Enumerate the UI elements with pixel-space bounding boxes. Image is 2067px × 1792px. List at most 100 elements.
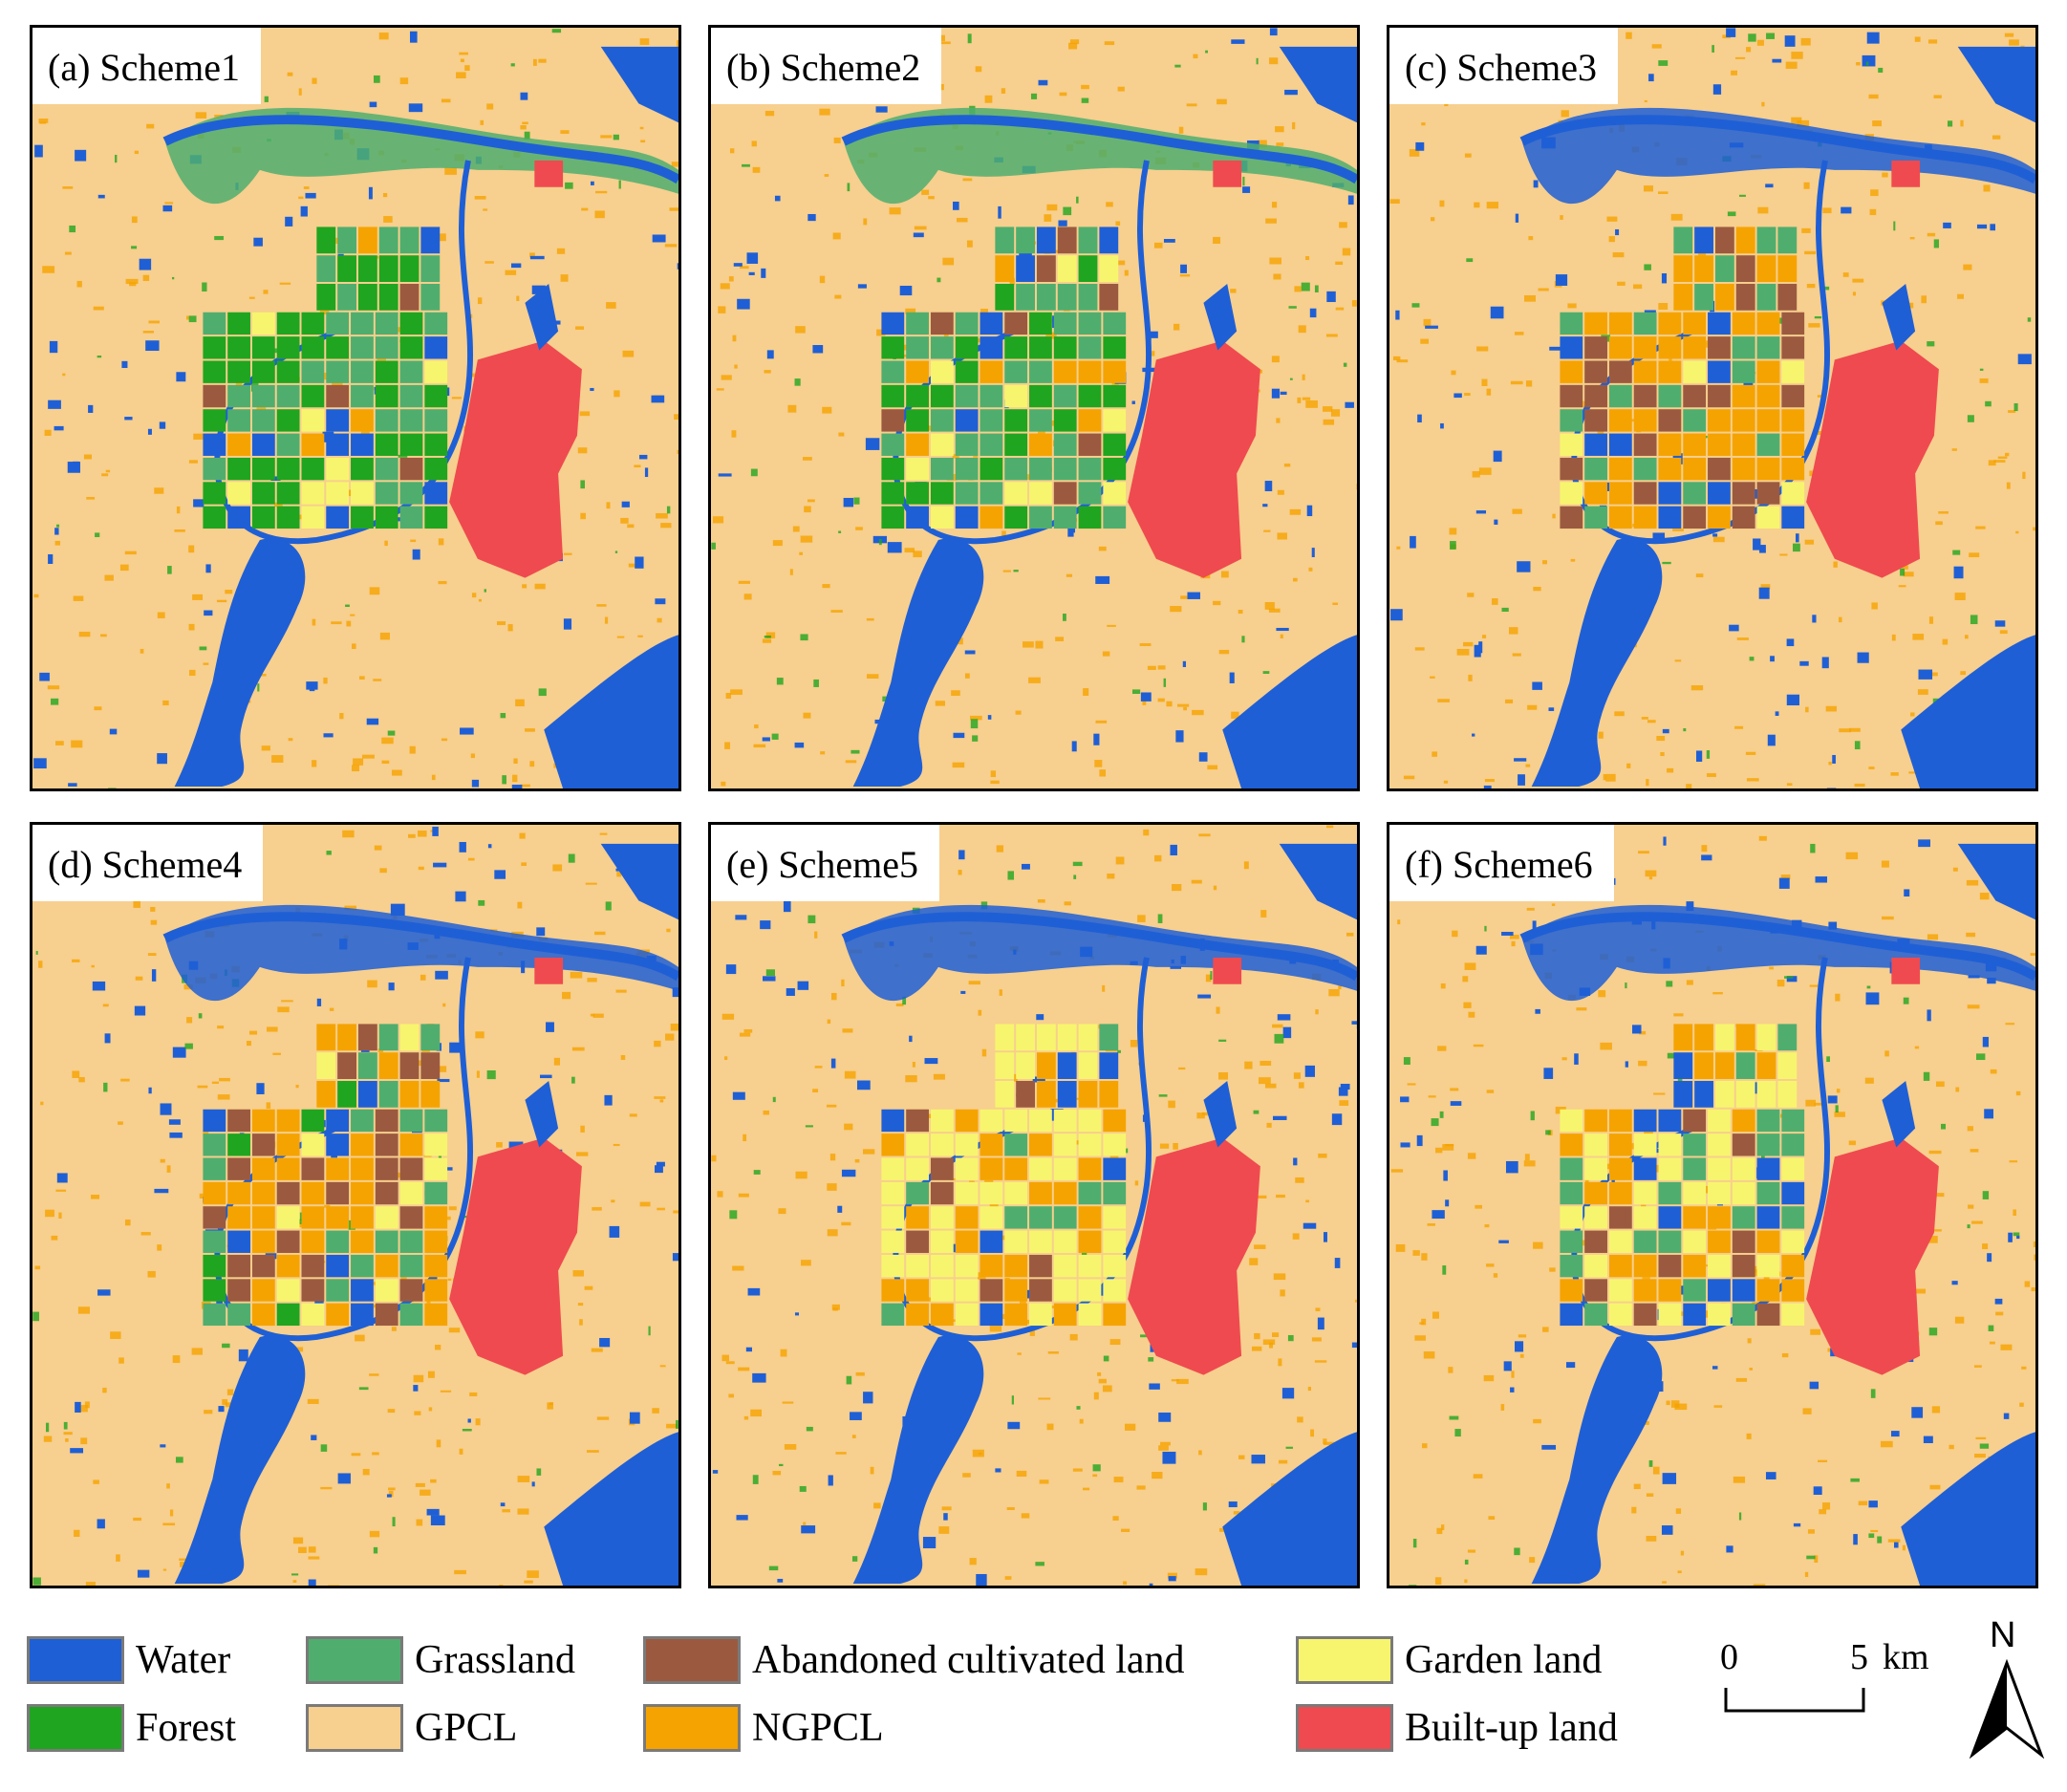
forest-speckle — [184, 1043, 193, 1049]
land-parcel — [1781, 1230, 1805, 1253]
ngpcl-speckle — [1102, 984, 1106, 992]
ngpcl-speckle — [1605, 773, 1616, 782]
ngpcl-speckle — [1819, 1509, 1827, 1515]
land-parcel — [1658, 1230, 1682, 1253]
ngpcl-speckle — [1951, 448, 1957, 451]
legend-label: Abandoned cultivated land — [752, 1638, 1185, 1682]
land-parcel — [1608, 1133, 1632, 1156]
land-parcel — [1608, 360, 1632, 383]
land-parcel — [1683, 1303, 1707, 1327]
land-parcel — [1029, 1109, 1052, 1133]
land-parcel — [955, 336, 979, 359]
ngpcl-speckle — [1935, 521, 1943, 526]
forest-speckle — [1739, 194, 1746, 197]
ngpcl-speckle — [1695, 573, 1704, 578]
ngpcl-speckle — [1414, 1335, 1426, 1341]
ngpcl-speckle — [522, 121, 528, 125]
ngpcl-speckle — [1646, 1536, 1657, 1542]
ngpcl-speckle — [914, 226, 927, 230]
land-parcel — [1584, 1109, 1607, 1133]
land-parcel — [301, 457, 325, 481]
ngpcl-speckle — [1271, 1332, 1280, 1337]
water-patch — [413, 1385, 419, 1392]
water-patch — [655, 1165, 663, 1174]
forest-speckle — [765, 969, 775, 977]
land-parcel — [930, 1206, 954, 1229]
ngpcl-speckle — [1124, 1423, 1136, 1431]
land-parcel — [1633, 1181, 1657, 1205]
ngpcl-speckle — [1213, 885, 1217, 891]
land-parcel — [1633, 482, 1657, 505]
land-parcel — [251, 336, 275, 359]
forest-speckle — [172, 276, 175, 280]
land-parcel — [1608, 1303, 1632, 1327]
water-patch — [1093, 733, 1100, 745]
land-parcel — [1053, 433, 1077, 456]
water-corner — [600, 46, 678, 123]
ngpcl-speckle — [1192, 709, 1204, 716]
ngpcl-speckle — [591, 1348, 603, 1352]
ngpcl-speckle — [1525, 380, 1533, 387]
ngpcl-speckle — [606, 302, 616, 309]
land-parcel — [1004, 1303, 1028, 1327]
water-patch — [1815, 876, 1828, 883]
ngpcl-speckle — [831, 992, 837, 1001]
land-parcel — [1584, 1157, 1607, 1180]
land-parcel — [1560, 1279, 1583, 1302]
ngpcl-speckle — [372, 1452, 379, 1456]
land-parcel — [276, 312, 300, 335]
built-up-patch — [1213, 160, 1242, 187]
ngpcl-speckle — [517, 901, 523, 909]
water-patch — [774, 195, 781, 202]
ngpcl-speckle — [222, 1399, 228, 1406]
ngpcl-speckle — [267, 1026, 278, 1032]
ngpcl-speckle — [789, 569, 793, 575]
ngpcl-speckle — [475, 1031, 484, 1039]
land-parcel — [1103, 1133, 1127, 1156]
land-parcel — [1078, 1024, 1098, 1051]
ngpcl-speckle — [1396, 546, 1401, 550]
ngpcl-speckle — [1158, 1445, 1169, 1451]
ngpcl-speckle — [298, 88, 302, 96]
ngpcl-speckle — [938, 41, 951, 45]
forest-speckle — [1103, 1355, 1109, 1362]
land-parcel — [1714, 1052, 1734, 1079]
water-patch — [1058, 220, 1067, 227]
ngpcl-speckle — [1277, 532, 1287, 540]
land-parcel — [1103, 506, 1127, 529]
ngpcl-speckle — [933, 1073, 945, 1080]
land-parcel — [301, 1254, 325, 1278]
land-parcel — [1708, 1254, 1731, 1278]
land-parcel — [1029, 433, 1052, 456]
land-parcel — [399, 1254, 423, 1278]
ngpcl-speckle — [1672, 529, 1684, 531]
ngpcl-speckle — [1644, 185, 1653, 192]
land-parcel — [995, 255, 1015, 282]
land-parcel — [1756, 409, 1780, 432]
ngpcl-speckle — [600, 135, 613, 139]
ngpcl-speckle — [800, 535, 813, 543]
ngpcl-speckle — [657, 617, 662, 623]
water-patch — [1894, 1542, 1899, 1548]
ngpcl-speckle — [110, 1331, 121, 1339]
land-parcel — [1708, 1303, 1731, 1327]
ngpcl-speckle — [2004, 32, 2014, 37]
land-parcel — [906, 1157, 929, 1180]
water-patch — [157, 753, 167, 765]
ngpcl-speckle — [1626, 763, 1631, 768]
panel-label: (e) Scheme5 — [711, 825, 940, 901]
ngpcl-speckle — [63, 1432, 73, 1436]
land-parcel — [375, 1254, 398, 1278]
ngpcl-speckle — [1975, 1436, 1987, 1439]
ngpcl-speckle — [1289, 508, 1302, 515]
water-patch — [1662, 728, 1669, 734]
forest-speckle — [1900, 568, 1906, 576]
ngpcl-speckle — [94, 706, 102, 711]
land-parcel — [1658, 1157, 1682, 1180]
ngpcl-speckle — [394, 1172, 403, 1178]
ngpcl-speckle — [43, 1436, 53, 1442]
water-patch — [433, 862, 447, 868]
bay — [1901, 635, 2035, 788]
land-parcel — [1633, 360, 1657, 383]
ngpcl-speckle — [1330, 409, 1341, 417]
